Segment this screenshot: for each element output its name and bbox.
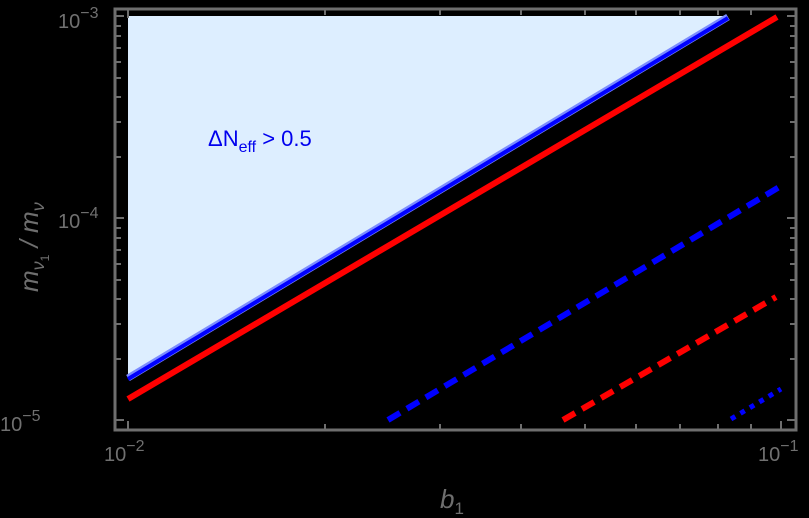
- x-tick-label-1e-1: 10−1: [758, 438, 799, 466]
- y-axis-title: mν1 / mν: [14, 202, 52, 292]
- y-tick-label-1e-3: 10−3: [58, 5, 99, 33]
- x-ticks: [127, 9, 782, 430]
- blue-dashed-line: [386, 183, 783, 423]
- y-ticks: [115, 15, 796, 421]
- blue-solid-line: [126, 16, 730, 381]
- y-tick-label-1e-4: 10−4: [58, 205, 99, 233]
- x-tick-label-1e-2: 10−2: [104, 438, 145, 466]
- x-axis-title: b1: [440, 484, 464, 518]
- red-solid-line: [126, 14, 779, 402]
- blue-dotted-line: [729, 386, 783, 422]
- red-dashed-line: [561, 294, 778, 423]
- neff-annotation: ΔNeff > 0.5: [208, 126, 312, 156]
- plot-frame: [113, 7, 798, 432]
- y-tick-label-1e-5: 10−5: [0, 408, 41, 436]
